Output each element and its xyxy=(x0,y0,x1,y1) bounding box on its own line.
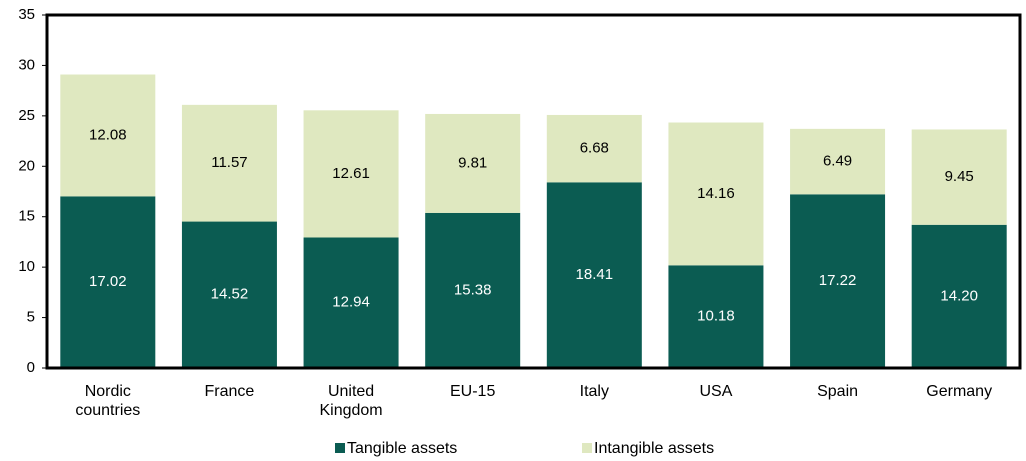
data-label: 12.61 xyxy=(332,165,370,182)
legend-swatch xyxy=(582,443,592,453)
x-tick-label: Italy xyxy=(579,383,609,400)
data-label: 10.18 xyxy=(697,308,735,325)
y-tick-label: 10 xyxy=(18,258,35,275)
bar-segment xyxy=(181,104,277,222)
y-tick-label: 0 xyxy=(27,359,35,376)
legend-swatch xyxy=(335,443,345,453)
data-label: 17.22 xyxy=(819,272,857,289)
data-label: 14.20 xyxy=(940,287,978,304)
data-label: 15.38 xyxy=(454,281,492,298)
legend-label: Tangible assets xyxy=(347,440,457,457)
data-label: 14.52 xyxy=(211,286,249,303)
data-label: 6.49 xyxy=(823,153,852,170)
y-tick-label: 35 xyxy=(18,6,35,23)
y-tick-label: 30 xyxy=(18,56,35,73)
data-label: 6.68 xyxy=(580,140,609,157)
x-tick-label: Spain xyxy=(817,383,859,400)
x-tick-label: Nordic countries xyxy=(75,383,141,419)
y-tick-label: 25 xyxy=(18,107,35,124)
data-label: 12.94 xyxy=(332,294,370,311)
data-label: 18.41 xyxy=(576,266,614,283)
x-tick-label: United Kingdom xyxy=(319,383,383,419)
data-label: 9.45 xyxy=(945,168,974,185)
data-label: 12.08 xyxy=(89,126,127,143)
bar-segment xyxy=(303,237,399,368)
bar-segment xyxy=(60,74,156,197)
bar-segment xyxy=(60,196,156,368)
bar-segment xyxy=(181,221,277,368)
bar-segment xyxy=(790,128,886,195)
data-label: 17.02 xyxy=(89,273,127,290)
plot-frame xyxy=(45,13,1022,370)
x-tick-label: France xyxy=(204,383,255,400)
data-label: 14.16 xyxy=(697,185,735,202)
data-label: 11.57 xyxy=(211,154,247,171)
bar-segment xyxy=(911,129,1007,225)
bar-segment xyxy=(546,114,642,183)
bar-segment xyxy=(425,212,521,368)
x-tick-label: EU-15 xyxy=(450,383,496,400)
bar-segment xyxy=(546,182,642,368)
x-tick-label: USA xyxy=(699,383,733,400)
legend-label: Intangible assets xyxy=(594,440,714,457)
y-tick-label: 5 xyxy=(27,309,35,326)
x-tick-label: Germany xyxy=(926,383,993,400)
y-tick-label: 15 xyxy=(18,208,35,225)
bar-segment xyxy=(303,110,399,238)
bar-segment xyxy=(790,194,886,368)
bar-segment xyxy=(911,224,1007,368)
bar-segment xyxy=(425,113,521,213)
data-label: 9.81 xyxy=(458,154,487,171)
bar-segment xyxy=(668,122,764,266)
bar-segment xyxy=(668,265,764,368)
y-tick-label: 20 xyxy=(18,157,35,174)
